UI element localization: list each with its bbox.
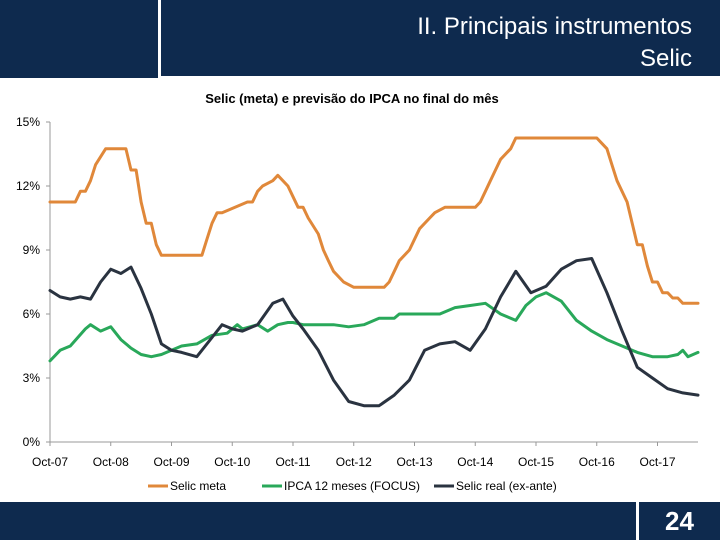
x-tick-label: Oct-10 <box>214 455 250 469</box>
x-tick-label: Oct-14 <box>457 455 493 469</box>
chart-legend: Selic meta IPCA 12 meses (FOCUS) Selic rea… <box>148 479 557 493</box>
legend-label: Selic meta <box>170 479 226 493</box>
series-line <box>48 257 700 408</box>
header-underline <box>161 76 720 78</box>
y-tick-label: 15% <box>16 115 40 129</box>
footer-bar <box>0 502 720 540</box>
x-tick-label: Oct-09 <box>153 455 189 469</box>
chart-title: Selic (meta) e previsão do IPCA no final… <box>205 91 499 106</box>
x-tick-label: Oct-16 <box>579 455 615 469</box>
legend-label: Selic real (ex-ante) <box>456 479 557 493</box>
x-tick-label: Oct-12 <box>336 455 372 469</box>
chart-axes: 0% 3% 6% 9% 12% 15% Oct-07 Oct-08 Oct-09 Oct-10 Oc… <box>16 115 698 469</box>
page-number: 24 <box>665 506 694 536</box>
y-tick-label: 0% <box>23 435 41 449</box>
y-tick-label: 12% <box>16 179 40 193</box>
header-divider <box>158 0 161 78</box>
chart-series <box>48 136 700 408</box>
series-line <box>48 291 700 363</box>
legend-label: IPCA 12 meses (FOCUS) <box>284 479 420 493</box>
footer-divider <box>636 502 639 540</box>
header-bar <box>0 0 720 78</box>
x-tick-label: Oct-17 <box>639 455 675 469</box>
x-tick-label: Oct-13 <box>396 455 432 469</box>
slide-subtitle: Selic <box>639 45 692 72</box>
x-tick-label: Oct-08 <box>93 455 129 469</box>
x-tick-label: Oct-11 <box>275 455 310 469</box>
series-line <box>48 136 700 305</box>
y-tick-label: 3% <box>23 371 41 385</box>
y-tick-label: 6% <box>23 307 41 321</box>
y-tick-label: 9% <box>23 243 41 257</box>
x-tick-label: Oct-07 <box>32 455 68 469</box>
x-tick-label: Oct-15 <box>518 455 554 469</box>
slide-title: II. Principais instrumentos <box>417 13 692 40</box>
